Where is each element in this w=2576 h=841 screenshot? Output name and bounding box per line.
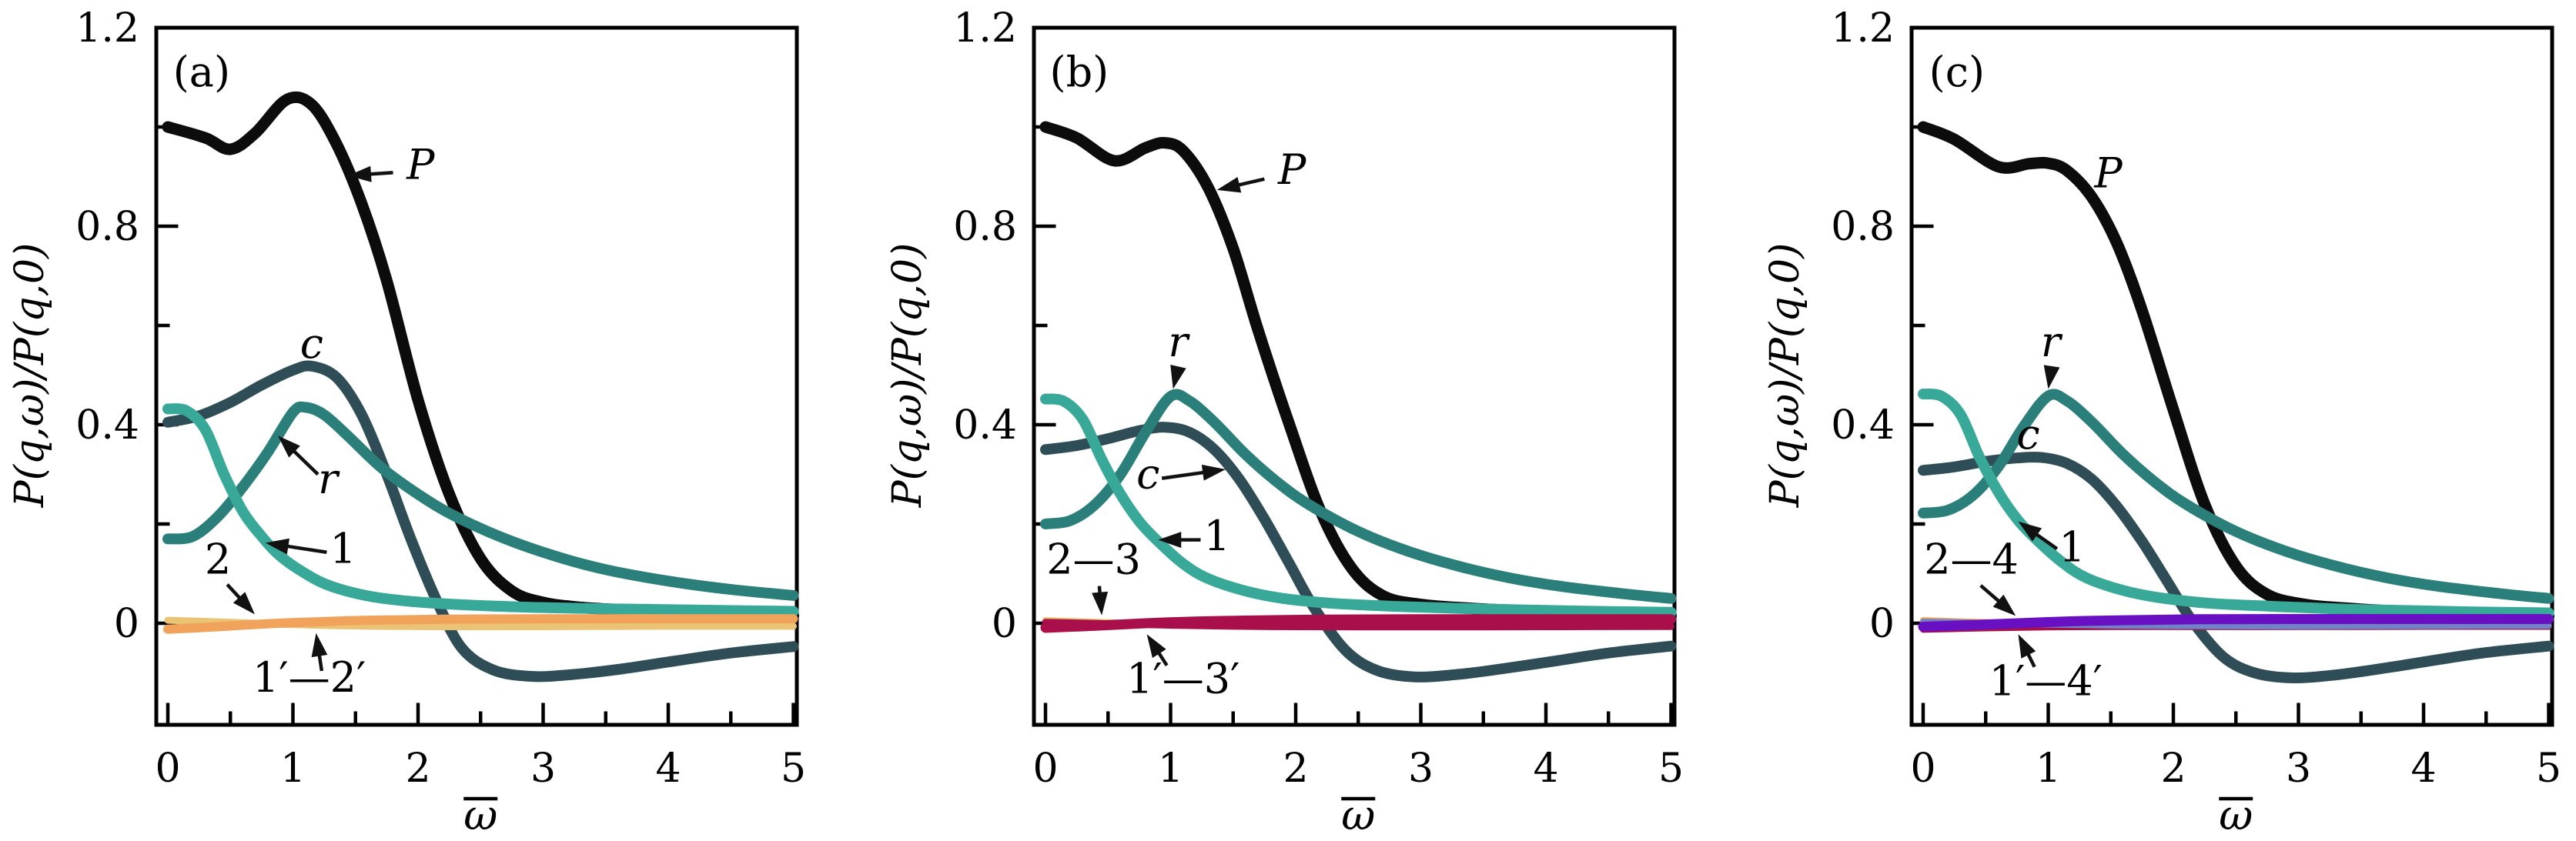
y-axis-title: P(q,ω)/P(q,0) <box>1762 243 1808 509</box>
annotation-c: c <box>300 319 323 368</box>
plot-frame <box>1032 25 1677 727</box>
y-axis-title: P(q,ω)/P(q,0) <box>885 243 931 509</box>
annotation-2: 2 <box>205 536 231 584</box>
plot-frame <box>154 25 799 727</box>
x-tick-label: 1 <box>2036 746 2061 792</box>
annotation-arrowhead <box>2043 365 2060 389</box>
annotation-1: 1 <box>2059 522 2085 571</box>
annotation-2-4: 2—4 <box>1924 536 2019 584</box>
annotation-arrow-line <box>280 543 327 554</box>
curve-r <box>1918 389 2554 604</box>
x-tick-label: 4 <box>655 746 681 792</box>
curve-r <box>162 401 799 601</box>
annotation-arrow-line <box>1161 469 1211 480</box>
annotation-arrowhead <box>1201 464 1226 481</box>
annotation-arrowhead <box>1216 176 1242 193</box>
x-tick-label: 4 <box>2410 746 2436 792</box>
curve-1 <box>162 403 799 617</box>
x-tick-label: 3 <box>530 746 556 792</box>
x-tick-label: 5 <box>2536 746 2561 792</box>
annotation-c: c <box>1136 450 1159 499</box>
x-tick-label: 5 <box>1658 746 1684 792</box>
y-axis-title: P(q,ω)/P(q,0) <box>7 243 53 509</box>
annotation-1-4-: 1′—4′ <box>1989 657 2103 706</box>
annotation-arrowhead <box>1092 591 1109 616</box>
annotation-1: 1 <box>330 524 356 572</box>
annotation-c: c <box>2016 410 2039 459</box>
panel-a-plot: 00.40.81.20 1 2 3 4 5P(q,ω)/P(q,0)ω(a)Pcr121′… <box>7 5 806 839</box>
curve-c <box>1918 452 2554 684</box>
y-tick-label: 0.8 <box>1831 204 1895 250</box>
plot-frame <box>1909 25 2554 727</box>
x-tick-label: 2 <box>1283 746 1308 792</box>
x-tick-label: 3 <box>2286 746 2311 792</box>
annotation-arrowhead <box>265 538 289 555</box>
y-tick-label: 1.2 <box>75 5 139 52</box>
annotation-arrowhead <box>1158 532 1182 549</box>
curve-r <box>1040 389 1677 604</box>
x-tick-label: 1 <box>1158 746 1183 792</box>
curve-c <box>162 360 799 682</box>
y-tick-label: 0 <box>114 601 139 647</box>
annotation-1-2-: 1′—2′ <box>253 653 366 702</box>
curve-2 <box>163 614 798 634</box>
annotation-r: r <box>1168 318 1190 366</box>
annotation-arrowhead <box>311 632 328 658</box>
annotation-r: r <box>318 455 340 503</box>
annotation-arrowhead <box>1992 594 2016 616</box>
y-tick-label: 1.2 <box>953 5 1017 52</box>
x-tick-label: 2 <box>405 746 430 792</box>
x-tick-label: 4 <box>1533 746 1558 792</box>
panel-c-plot: 00.40.81.20 1 2 3 4 5P(q,ω)/P(q,0)ω(c)Prc12—4… <box>1762 5 2561 839</box>
x-tick-label: 0 <box>1032 746 1058 792</box>
y-tick-label: 0 <box>992 601 1017 647</box>
annotation-arrowhead <box>278 436 300 458</box>
x-tick-label: 2 <box>2160 746 2186 792</box>
annotation-P: P <box>406 141 436 189</box>
annotation-P: P <box>2093 149 2123 198</box>
x-tick-label: 5 <box>781 746 806 792</box>
panel-b-plot: 00.40.81.20 1 2 3 4 5P(q,ω)/P(q,0)ω(b)Prc12—3… <box>885 5 1684 839</box>
annotation-arrowhead <box>348 165 372 182</box>
annotation--a-: (a) <box>173 48 230 96</box>
y-tick-label: 0.4 <box>953 402 1017 449</box>
x-tick-label: 1 <box>280 746 306 792</box>
annotation-arrowhead <box>2018 521 2042 542</box>
annotation-arrowhead <box>1170 364 1186 389</box>
curve-2-4 <box>1918 613 2554 632</box>
annotation-P: P <box>1277 145 1307 194</box>
y-tick-label: 0.4 <box>75 402 139 449</box>
curve-1 <box>1918 389 2554 619</box>
annotation-1-3-: 1′—3′ <box>1126 654 1239 703</box>
annotation-1: 1 <box>1203 512 1229 560</box>
y-tick-label: 0 <box>1869 601 1895 647</box>
annotation-r: r <box>2041 318 2063 366</box>
annotation-2-3: 2—3 <box>1046 536 1141 584</box>
annotation--c-: (c) <box>1929 48 1985 96</box>
x-tick-label: 3 <box>1408 746 1434 792</box>
y-tick-label: 1.2 <box>1831 5 1895 52</box>
y-tick-label: 0.4 <box>1831 402 1895 449</box>
curve-1 <box>1040 393 1677 618</box>
curve-2-3 <box>1040 614 1676 633</box>
annotation-arrowhead <box>2018 634 2036 659</box>
annotation-arrowhead <box>233 592 255 615</box>
y-tick-label: 0.8 <box>75 204 139 250</box>
y-tick-label: 0.8 <box>953 204 1017 250</box>
annotation--b-: (b) <box>1050 48 1109 96</box>
annotation-arrowhead <box>1146 634 1166 659</box>
x-tick-label: 0 <box>1910 746 1935 792</box>
x-tick-label: 0 <box>155 746 180 792</box>
